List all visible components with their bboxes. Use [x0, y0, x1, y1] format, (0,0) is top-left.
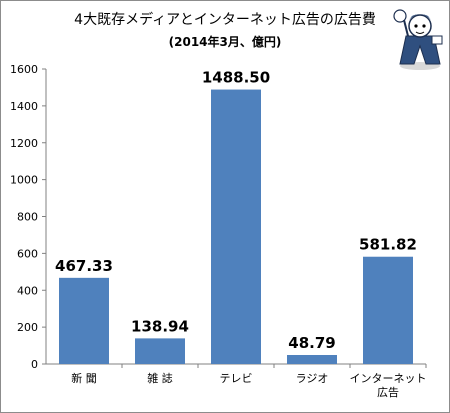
category-label: 雑 誌 [147, 371, 173, 385]
data-label: 48.79 [288, 334, 335, 352]
chart-title: 4大既存メディアとインターネット広告の広告費 [74, 11, 376, 28]
bar [363, 256, 413, 364]
bar [211, 89, 261, 365]
y-tick-label: 200 [17, 321, 38, 334]
bar [59, 277, 109, 364]
plot-area: 0 200 400 600 800 1000 1200 1400 1600 467.33 新 聞 13… [10, 63, 427, 399]
category-label: テレビ [220, 372, 253, 385]
data-label: 467.33 [55, 257, 113, 275]
category-label: ラジオ [296, 372, 329, 385]
y-tick-label: 1000 [10, 174, 38, 187]
y-tick-label: 800 [17, 211, 38, 224]
mascot-icon [393, 9, 443, 70]
data-label: 1488.50 [202, 69, 270, 87]
data-label: 138.94 [131, 317, 189, 335]
y-tick-label: 1200 [10, 137, 38, 150]
y-tick-label: 400 [17, 284, 38, 297]
category-label: 新 聞 [71, 371, 97, 385]
chart-subtitle: (2014年3月、億円) [169, 34, 282, 49]
y-tick-label: 0 [31, 358, 38, 371]
bar [135, 338, 185, 364]
bar [287, 355, 337, 364]
y-tick-label: 1600 [10, 63, 38, 76]
y-tick-label: 600 [17, 247, 38, 260]
data-label: 581.82 [359, 236, 417, 254]
category-label: インターネット [350, 372, 427, 385]
y-tick-label: 1400 [10, 100, 38, 113]
category-label: 広告 [377, 386, 399, 399]
